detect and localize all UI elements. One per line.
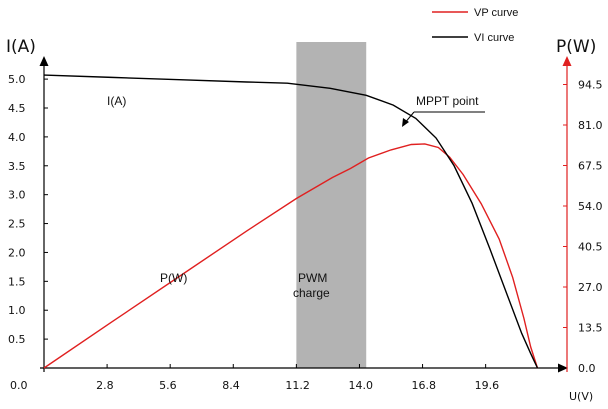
y-right-tick-label: 27.0 (578, 281, 603, 294)
pwm-charge-region (296, 42, 367, 368)
x-tick-label: 2.8 (96, 379, 114, 392)
y-left-tick-label: 1.0 (8, 304, 26, 317)
y-left-tick-label: 2.0 (8, 246, 26, 259)
y-left-tick-label: 4.5 (8, 102, 26, 115)
x-tick-label: 14.0 (348, 379, 373, 392)
x-tick-label: 16.8 (412, 379, 437, 392)
x-axis-title: U(V) (569, 390, 593, 403)
y-right-tick-label: 67.5 (578, 160, 603, 173)
legend-vi-label: VI curve (474, 32, 514, 44)
y-right-tick-label: 0.0 (578, 362, 596, 375)
y-left-tick-label: 5.0 (8, 73, 26, 86)
x-tick-label: 19.6 (475, 379, 500, 392)
legend-vp-label: VP curve (474, 7, 518, 19)
y-axis-left-arrow (39, 56, 49, 66)
y-right-title: P(W) (556, 37, 596, 57)
y-right-tick-label: 40.5 (578, 241, 603, 254)
y-left-tick-label: 1.5 (8, 275, 26, 288)
i-curve-label: I(A) (107, 94, 126, 108)
y-right-tick-label: 81.0 (578, 119, 603, 132)
x-tick-label: 8.4 (222, 379, 240, 392)
vp-curve (43, 143, 539, 369)
y-left-tick-label: 2.5 (8, 218, 26, 231)
y-left-tick-label: 3.0 (8, 189, 26, 202)
x-tick-label: 11.2 (285, 379, 310, 392)
y-right-tick-label: 54.0 (578, 200, 603, 213)
y-left-tick-label: 0.5 (8, 333, 26, 346)
pwm-label-line1: PWM (298, 271, 327, 285)
pwm-label-line2: charge (293, 286, 330, 300)
y-left-tick-label: 4.0 (8, 131, 26, 144)
y-axis-right-arrow (562, 56, 572, 66)
x-axis-arrow (558, 363, 568, 373)
y-left-title: I(A) (6, 37, 36, 57)
x-tick-label: 0.0 (10, 379, 28, 392)
y-right-tick-label: 13.5 (578, 322, 603, 335)
mppt-label: MPPT point (416, 94, 479, 108)
y-right-tick-label: 94.5 (578, 79, 603, 92)
vi-curve (43, 74, 539, 369)
y-left-tick-label: 3.5 (8, 160, 26, 173)
x-tick-label: 5.6 (159, 379, 177, 392)
p-curve-label: P(W) (160, 271, 187, 285)
mppt-arrow-head (402, 118, 409, 127)
